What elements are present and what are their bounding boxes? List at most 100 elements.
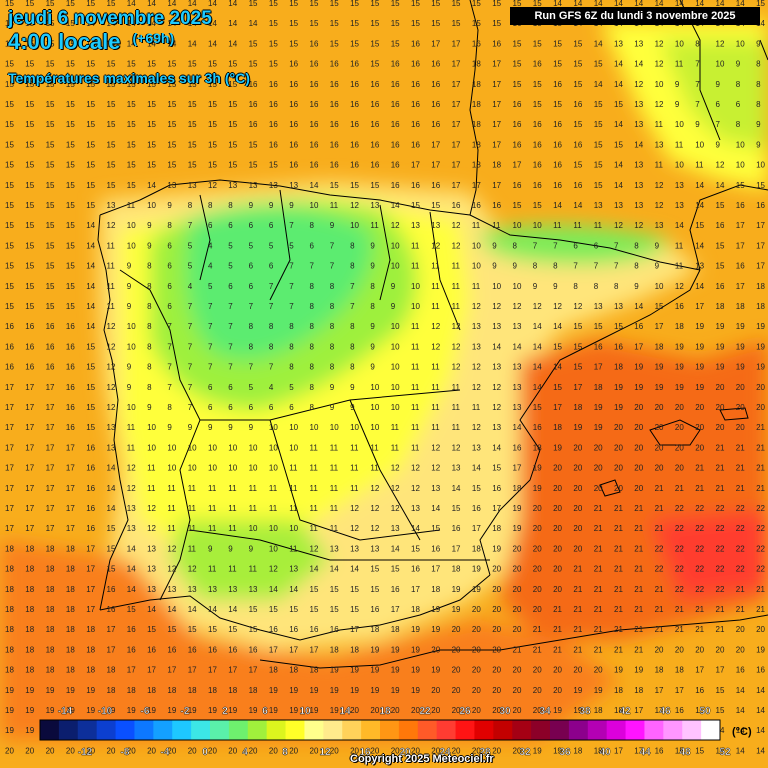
- grid-value: 19: [228, 726, 237, 735]
- grid-value: 22: [695, 565, 704, 574]
- grid-value: 21: [655, 504, 664, 513]
- grid-value: 11: [492, 221, 501, 230]
- grid-value: 14: [716, 746, 725, 755]
- grid-value: 22: [736, 504, 745, 513]
- grid-value: 10: [391, 262, 400, 271]
- grid-value: 15: [452, 0, 461, 8]
- grid-value: 20: [716, 383, 725, 392]
- grid-value: 7: [188, 383, 193, 392]
- grid-value: 12: [675, 282, 684, 291]
- grid-value: 20: [472, 726, 481, 735]
- grid-value: 16: [513, 140, 522, 149]
- grid-value: 14: [614, 120, 623, 129]
- grid-value: 12: [655, 100, 664, 109]
- grid-value: 16: [289, 80, 298, 89]
- grid-value: 20: [553, 585, 562, 594]
- grid-value: 21: [594, 524, 603, 533]
- grid-value: 14: [533, 363, 542, 372]
- grid-value: 18: [66, 544, 75, 553]
- grid-value: 21: [756, 423, 765, 432]
- grid-value: 19: [167, 706, 176, 715]
- grid-value: 21: [614, 524, 623, 533]
- grid-value: 15: [350, 585, 359, 594]
- grid-value: 15: [167, 100, 176, 109]
- grid-value: 12: [452, 241, 461, 250]
- grid-value: 15: [127, 120, 136, 129]
- grid-value: 14: [736, 706, 745, 715]
- grid-value: 9: [533, 282, 538, 291]
- grid-value: 15: [391, 39, 400, 48]
- central-cool-south-zone: [170, 520, 330, 600]
- grid-value: 16: [249, 100, 258, 109]
- grid-value: 22: [756, 524, 765, 533]
- grid-value: 15: [594, 181, 603, 190]
- grid-value: 17: [675, 686, 684, 695]
- grid-value: 7: [208, 322, 213, 331]
- grid-value: 7: [330, 241, 335, 250]
- grid-value: 13: [208, 585, 217, 594]
- grid-value: 10: [289, 524, 298, 533]
- grid-value: 13: [513, 363, 522, 372]
- grid-value: 15: [46, 262, 55, 271]
- grid-value: 20: [513, 666, 522, 675]
- grid-value: 15: [107, 80, 116, 89]
- grid-value: 10: [370, 423, 379, 432]
- grid-value: 16: [25, 363, 34, 372]
- grid-value: 12: [431, 322, 440, 331]
- grid-value: 18: [46, 645, 55, 654]
- grid-value: 19: [756, 322, 765, 331]
- grid-value: 15: [350, 181, 359, 190]
- france-south-coast: [689, 184, 768, 271]
- grid-value: 20: [411, 746, 420, 755]
- grid-value: 11: [167, 524, 176, 533]
- grid-value: 18: [66, 585, 75, 594]
- grid-value: 15: [533, 201, 542, 210]
- grid-value: 20: [716, 403, 725, 412]
- grid-value: 14: [533, 322, 542, 331]
- grid-value: 9: [249, 201, 254, 210]
- grid-value: 7: [228, 342, 233, 351]
- grid-value: 13: [147, 544, 156, 553]
- grid-value: 12: [370, 484, 379, 493]
- grid-value: 16: [492, 39, 501, 48]
- grid-value: 20: [411, 706, 420, 715]
- grid-value: 16: [167, 645, 176, 654]
- grid-value: 8: [350, 342, 355, 351]
- grid-value: 15: [5, 19, 14, 28]
- grid-value: 18: [46, 544, 55, 553]
- grid-value: 10: [127, 221, 136, 230]
- grid-value: 9: [167, 201, 172, 210]
- grid-value: 14: [492, 443, 501, 452]
- grid-value: 15: [513, 80, 522, 89]
- grid-value: 16: [513, 120, 522, 129]
- grid-value: 11: [107, 241, 116, 250]
- grid-value: 19: [66, 726, 75, 735]
- grid-value: 20: [513, 686, 522, 695]
- grid-value: 14: [756, 706, 765, 715]
- grid-value: 10: [675, 120, 684, 129]
- forecast-time: 4:00 locale (+69h): [8, 30, 212, 54]
- grid-value: 11: [188, 504, 197, 513]
- grid-value: 7: [289, 302, 294, 311]
- grid-value: 18: [208, 686, 217, 695]
- grid-value: 7: [228, 322, 233, 331]
- grid-value: 16: [350, 161, 359, 170]
- grid-value: 15: [553, 60, 562, 69]
- grid-value: 12: [147, 504, 156, 513]
- grid-value: 6: [289, 403, 294, 412]
- grid-value: 13: [634, 161, 643, 170]
- grid-value: 22: [756, 504, 765, 513]
- grid-value: 15: [736, 181, 745, 190]
- grid-value: 12: [391, 221, 400, 230]
- grid-value: 8: [350, 322, 355, 331]
- grid-value: 9: [147, 403, 152, 412]
- grid-value: 20: [370, 746, 379, 755]
- grid-value: 15: [330, 0, 339, 8]
- grid-value: 15: [350, 19, 359, 28]
- grid-value: 21: [634, 585, 643, 594]
- grid-value: 20: [249, 726, 258, 735]
- grid-value: 15: [25, 39, 34, 48]
- grid-value: 22: [756, 565, 765, 574]
- grid-value: 6: [167, 262, 172, 271]
- grid-value: 14: [147, 39, 156, 48]
